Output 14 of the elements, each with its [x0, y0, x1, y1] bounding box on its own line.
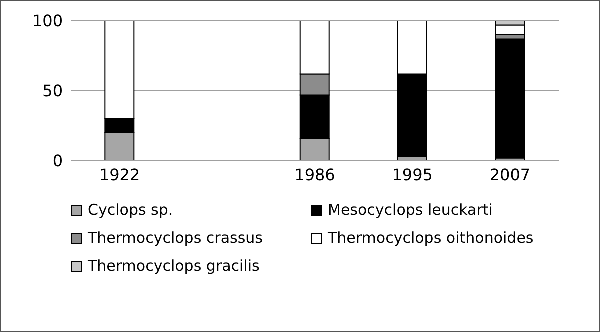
legend-label: Thermocyclops crassus [88, 229, 263, 247]
legend-label: Mesocyclops leuckarti [328, 201, 493, 219]
x-tick-label: 1922 [99, 165, 140, 184]
y-tick-label: 100 [32, 12, 63, 31]
y-tick-label: 50 [42, 82, 63, 101]
bar [495, 38, 526, 159]
x-tick-label: 1986 [294, 165, 336, 184]
bar [495, 24, 526, 36]
x-tick-label: 2007 [490, 165, 531, 184]
legend-label: Thermocyclops oithonoides [328, 229, 534, 247]
y-tick-label: 0 [52, 152, 63, 171]
legend-label: Cyclops sp. [88, 201, 174, 219]
x-tick-label: 1995 [392, 165, 433, 184]
legend-label: Thermocyclops gracilis [88, 257, 260, 275]
